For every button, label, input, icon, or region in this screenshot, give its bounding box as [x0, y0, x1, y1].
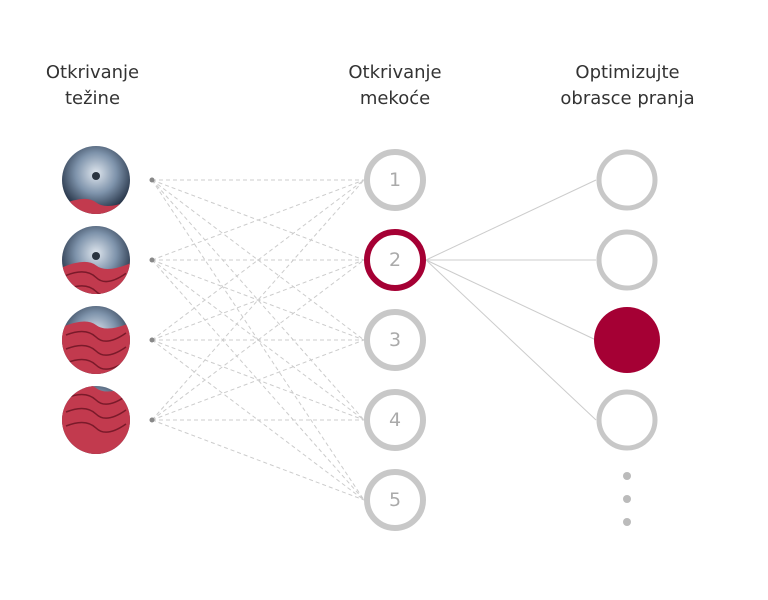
header-line: Otkrivanje — [348, 62, 442, 83]
input-dot — [149, 257, 155, 263]
softness-label: 4 — [389, 409, 401, 431]
pattern-node — [596, 389, 658, 451]
solid-connection — [425, 259, 597, 421]
dashed-connection — [151, 179, 365, 421]
input-dot — [149, 177, 155, 183]
dashed-connection — [151, 179, 365, 261]
input-dot — [149, 417, 155, 423]
ellipsis-dot — [623, 495, 631, 503]
softness-label: 5 — [389, 489, 401, 511]
drum-load-image — [62, 306, 130, 374]
drum-load-image — [62, 226, 130, 294]
ellipsis-dot — [623, 472, 631, 480]
softness-node-4 — [364, 389, 426, 451]
pattern-node — [596, 149, 658, 211]
softness-node-1 — [364, 149, 426, 211]
drum-load-image — [62, 386, 130, 454]
softness-node-5 — [364, 469, 426, 531]
input-dot — [149, 337, 155, 343]
pattern-node — [596, 229, 658, 291]
softness-label: 1 — [389, 169, 401, 191]
header-weight-detection: Otkrivanje težine — [20, 60, 165, 112]
dashed-connection — [151, 259, 365, 501]
ellipsis-dot — [623, 518, 631, 526]
dashed-connection — [151, 179, 365, 341]
dashed-connection — [151, 259, 365, 341]
dashed-connection — [151, 339, 365, 501]
header-line: obrasce pranja — [560, 88, 695, 109]
drum-load-image — [62, 146, 130, 214]
solid-connection — [425, 179, 597, 261]
dashed-connection — [151, 339, 365, 421]
header-softness-detection: Otkrivanje mekoće — [325, 60, 465, 112]
header-line: Optimizujte — [575, 62, 680, 83]
header-line: Otkrivanje — [45, 62, 140, 83]
dashed-connection — [151, 179, 365, 341]
softness-label: 2 — [389, 249, 401, 271]
softness-label: 3 — [389, 329, 401, 351]
dashed-connection — [151, 259, 365, 421]
dashed-connection — [151, 179, 365, 421]
header-optimize-patterns: Optimizujte obrasce pranja — [545, 60, 710, 112]
pattern-node-selected — [594, 307, 660, 373]
solid-connection — [425, 259, 597, 341]
header-line: mekoće — [359, 88, 431, 109]
header-line: težine — [64, 88, 121, 109]
dashed-connection — [151, 419, 365, 501]
softness-node-3 — [364, 309, 426, 371]
softness-node-2 — [364, 229, 426, 291]
dashed-connection — [151, 259, 365, 421]
